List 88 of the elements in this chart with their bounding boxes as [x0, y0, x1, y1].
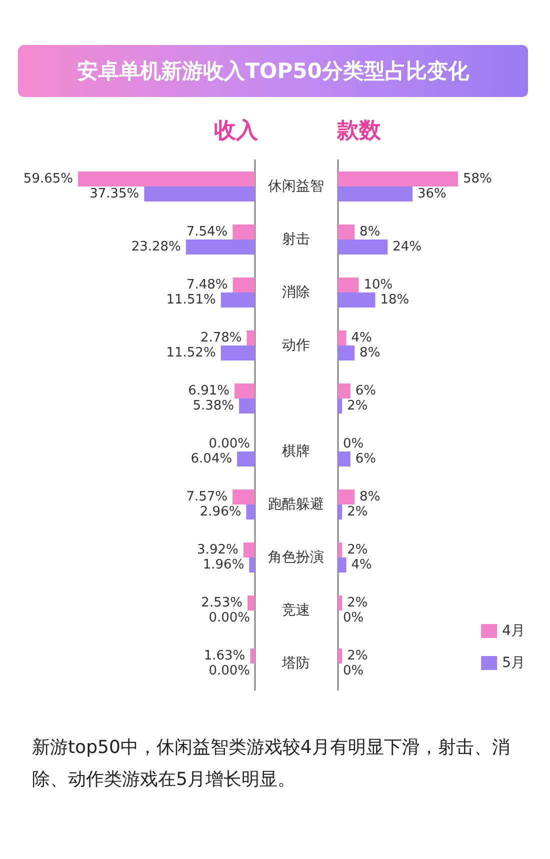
data-label: 1.96%	[202, 558, 244, 572]
bar	[338, 330, 346, 346]
y-tick-label: 动作	[282, 338, 310, 354]
data-label: 2%	[347, 596, 368, 610]
data-label: 0%	[343, 610, 364, 626]
data-label: 8%	[360, 490, 380, 504]
bar	[338, 542, 342, 558]
data-label: 2.53%	[201, 596, 242, 610]
data-label: 2%	[347, 542, 368, 558]
bar	[234, 384, 255, 398]
bar	[246, 330, 255, 346]
data-label: 11.51%	[166, 292, 216, 308]
bar	[338, 504, 342, 520]
data-label: 8%	[360, 346, 380, 360]
y-tick-label: 角色扮演	[268, 550, 324, 566]
data-label: 6%	[355, 384, 376, 398]
bar	[220, 292, 255, 308]
y-tick-label: 休闲益智	[268, 178, 324, 194]
bar	[338, 186, 412, 202]
bar	[338, 452, 350, 466]
data-label: 37.35%	[90, 186, 140, 202]
bar	[186, 240, 255, 254]
data-label: 3.92%	[197, 542, 238, 558]
x-axis-title: 收入	[214, 118, 259, 144]
bar	[338, 490, 355, 504]
bar	[338, 172, 458, 186]
data-label: 5.38%	[192, 398, 234, 414]
bar	[338, 346, 355, 360]
bar	[78, 172, 255, 186]
data-label: 4%	[351, 558, 372, 572]
bar	[338, 596, 342, 610]
data-label: 6.04%	[190, 452, 232, 466]
bar	[338, 398, 342, 414]
bar	[239, 398, 255, 414]
bar	[243, 542, 255, 558]
y-tick-label: 竞速	[282, 602, 310, 618]
legend-label: 4月	[502, 623, 526, 639]
bar	[250, 648, 255, 664]
data-label: 2.96%	[200, 504, 242, 520]
data-label: 0.00%	[208, 436, 250, 452]
y-tick-label: 射击	[282, 232, 310, 248]
data-label: 4%	[351, 330, 372, 346]
bar	[338, 558, 346, 572]
text: 新游top50中，休闲益智类游戏较4月有明显下滑，射击、消除、动作类游戏在5月增长明显。	[32, 736, 511, 792]
bar	[338, 384, 350, 398]
data-label: 2.78%	[200, 330, 242, 346]
bar	[246, 504, 255, 520]
bar	[338, 278, 359, 292]
data-label: 6%	[355, 452, 376, 466]
data-label: 7.57%	[186, 490, 228, 504]
data-label: 7.48%	[186, 278, 228, 292]
data-label: 59.65%	[23, 172, 73, 186]
data-label: 1.63%	[204, 648, 246, 664]
y-tick-label: 跑酷躲避	[268, 496, 324, 512]
bar	[232, 490, 255, 504]
bar	[338, 648, 342, 664]
data-label: 2%	[347, 648, 368, 664]
bar	[232, 278, 255, 292]
legend-label: 5月	[502, 655, 526, 671]
y-tick-label: 棋牌	[282, 444, 310, 460]
data-label: 36%	[417, 186, 446, 202]
data-label: 8%	[360, 224, 380, 240]
data-label: 0.00%	[208, 610, 250, 626]
data-label: 0.00%	[208, 664, 250, 678]
bar	[247, 596, 255, 610]
data-label: 7.54%	[186, 224, 228, 240]
chart-title: 安卓单机新游收入TOP50分类型占比变化	[18, 45, 528, 97]
bar	[249, 558, 255, 572]
data-label: 23.28%	[131, 240, 181, 254]
data-label: 2%	[347, 504, 368, 520]
data-label: 24%	[392, 240, 422, 254]
bar	[232, 224, 255, 240]
bar	[237, 452, 255, 466]
data-label: 6.91%	[188, 384, 230, 398]
data-label: 2%	[347, 398, 368, 414]
y-tick-label: 塔防	[281, 656, 310, 672]
data-label: 0%	[343, 664, 364, 678]
bar	[220, 346, 255, 360]
bar	[338, 224, 355, 240]
data-label: 58%	[463, 172, 492, 186]
bar	[338, 240, 388, 254]
data-label: 10%	[364, 278, 393, 292]
data-label: 18%	[380, 292, 410, 308]
data-label: 11.52%	[166, 346, 216, 360]
data-label: 0%	[343, 436, 364, 452]
bar	[144, 186, 255, 202]
y-tick-label: 消除	[282, 284, 310, 300]
bar	[338, 292, 376, 308]
